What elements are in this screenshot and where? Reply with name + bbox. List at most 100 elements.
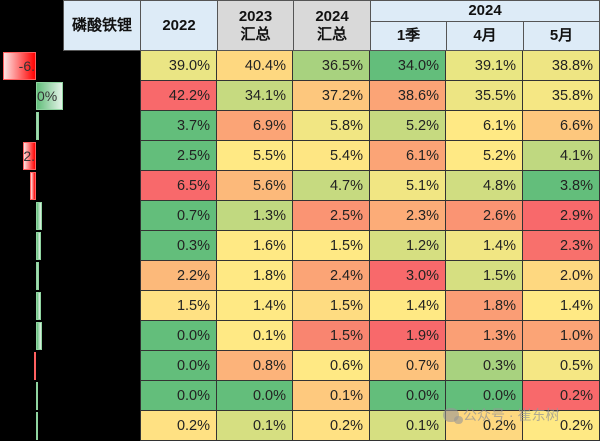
cell-q1[interactable]: 5.1% <box>370 171 446 201</box>
cell-may[interactable]: 35.8% <box>523 81 600 111</box>
header-q1[interactable]: 1季 <box>370 21 447 51</box>
header-2023-total[interactable]: 2023 汇总 <box>217 0 294 51</box>
cell-q1[interactable]: 34.0% <box>370 51 446 81</box>
cell-2023-total[interactable]: 1.6% <box>217 231 293 261</box>
cell-2022[interactable]: 2.5% <box>140 141 217 171</box>
cell-2023-total[interactable]: 40.4% <box>217 51 293 81</box>
cell-april[interactable]: 5.2% <box>446 141 523 171</box>
cell-q1[interactable]: 5.2% <box>370 111 446 141</box>
cell-q1[interactable]: 0.1% <box>370 411 446 441</box>
cell-april[interactable]: 39.1% <box>446 51 523 81</box>
cell-2022[interactable]: 42.2% <box>140 81 217 111</box>
wechat-icon <box>443 408 463 424</box>
cell-2023-total[interactable]: 0.8% <box>217 351 293 381</box>
cell-2022[interactable]: 1.5% <box>140 291 217 321</box>
data-bar <box>36 232 41 260</box>
cell-may[interactable]: 38.8% <box>523 51 600 81</box>
cell-q1[interactable]: 6.1% <box>370 141 446 171</box>
cell-may[interactable]: 1.4% <box>523 291 600 321</box>
cell-2022[interactable]: 0.2% <box>140 411 217 441</box>
cell-2024-total[interactable]: 5.4% <box>293 141 370 171</box>
cell-2024-total[interactable]: 1.5% <box>293 321 370 351</box>
cell-april[interactable]: 1.8% <box>446 291 523 321</box>
cell-2023-total[interactable]: 5.5% <box>217 141 293 171</box>
cell-2023-total[interactable]: 1.8% <box>217 261 293 291</box>
cell-may[interactable]: 2.9% <box>523 201 600 231</box>
cell-q1[interactable]: 0.7% <box>370 351 446 381</box>
data-bar <box>36 292 41 320</box>
header-april[interactable]: 4月 <box>446 21 524 51</box>
cell-2024-total[interactable]: 2.5% <box>293 201 370 231</box>
cell-april[interactable]: 2.6% <box>446 201 523 231</box>
cell-q1[interactable]: 0.0% <box>370 381 446 411</box>
cell-2023-total[interactable]: 5.6% <box>217 171 293 201</box>
header-2022[interactable]: 2022 <box>140 0 218 51</box>
cell-april[interactable]: 0.3% <box>446 351 523 381</box>
cell-may[interactable]: 2.0% <box>523 261 600 291</box>
cell-may[interactable]: 6.6% <box>523 111 600 141</box>
cell-2022[interactable]: 0.0% <box>140 381 217 411</box>
cell-q1[interactable]: 3.0% <box>370 261 446 291</box>
cell-2022[interactable]: 39.0% <box>140 51 217 81</box>
cell-2022[interactable]: 3.7% <box>140 111 217 141</box>
cell-q1[interactable]: 1.4% <box>370 291 446 321</box>
cell-q1[interactable]: 1.2% <box>370 231 446 261</box>
cell-may[interactable]: 3.8% <box>523 171 600 201</box>
cell-2023-total[interactable]: 6.9% <box>217 111 293 141</box>
cell-2024-total[interactable]: 37.2% <box>293 81 370 111</box>
data-bar <box>36 112 39 140</box>
data-bar <box>36 202 42 230</box>
cell-q1[interactable]: 2.3% <box>370 201 446 231</box>
data-bar: 0% <box>36 82 63 110</box>
data-bar <box>36 322 42 350</box>
cell-april[interactable]: 35.5% <box>446 81 523 111</box>
corner-label: 磷酸铁锂 <box>71 16 132 34</box>
cell-2022[interactable]: 0.0% <box>140 351 217 381</box>
data-bar: 2. <box>23 142 36 170</box>
cell-2024-total[interactable]: 2.4% <box>293 261 370 291</box>
cell-2023-total[interactable]: 0.0% <box>217 381 293 411</box>
data-bar <box>36 262 39 290</box>
cell-april[interactable]: 1.5% <box>446 261 523 291</box>
header-2024-group: 2024 <box>370 0 600 22</box>
header-2024-total[interactable]: 2024 汇总 <box>293 0 371 51</box>
cell-april[interactable]: 0.0% <box>446 381 523 411</box>
cell-april[interactable]: 4.8% <box>446 171 523 201</box>
watermark: 公众号 · 崔东树 <box>443 405 559 425</box>
cell-2024-total[interactable]: 36.5% <box>293 51 370 81</box>
cell-2024-total[interactable]: 0.6% <box>293 351 370 381</box>
cell-2024-total[interactable]: 1.5% <box>293 231 370 261</box>
data-bar: -6. <box>3 52 36 80</box>
cell-2023-total[interactable]: 1.3% <box>217 201 293 231</box>
data-bar <box>36 382 38 410</box>
cell-2022[interactable]: 2.2% <box>140 261 217 291</box>
watermark-text: 公众号 · 崔东树 <box>463 407 560 423</box>
header-may[interactable]: 5月 <box>523 21 600 51</box>
cell-may[interactable]: 2.3% <box>523 231 600 261</box>
cell-2022[interactable]: 0.3% <box>140 231 217 261</box>
cell-2024-total[interactable]: 4.7% <box>293 171 370 201</box>
cell-2023-total[interactable]: 0.1% <box>217 411 293 441</box>
cell-may[interactable]: 4.1% <box>523 141 600 171</box>
cell-2023-total[interactable]: 0.1% <box>217 321 293 351</box>
cell-2022[interactable]: 0.7% <box>140 201 217 231</box>
cell-may[interactable]: 0.2% <box>523 381 600 411</box>
cell-2022[interactable]: 0.0% <box>140 321 217 351</box>
cell-2024-total[interactable]: 0.2% <box>293 411 370 441</box>
cell-april[interactable]: 1.4% <box>446 231 523 261</box>
cell-may[interactable]: 0.5% <box>523 351 600 381</box>
cell-2023-total[interactable]: 34.1% <box>217 81 293 111</box>
cell-2023-total[interactable]: 1.4% <box>217 291 293 321</box>
cell-2022[interactable]: 6.5% <box>140 171 217 201</box>
corner-header: 磷酸铁锂 <box>63 0 141 51</box>
cell-2024-total[interactable]: 1.5% <box>293 291 370 321</box>
cell-april[interactable]: 1.3% <box>446 321 523 351</box>
cell-may[interactable]: 1.0% <box>523 321 600 351</box>
cell-q1[interactable]: 38.6% <box>370 81 446 111</box>
cell-q1[interactable]: 1.9% <box>370 321 446 351</box>
cell-april[interactable]: 6.1% <box>446 111 523 141</box>
data-bar <box>36 412 38 440</box>
cell-2024-total[interactable]: 5.8% <box>293 111 370 141</box>
cell-2024-total[interactable]: 0.1% <box>293 381 370 411</box>
data-bar <box>34 352 36 380</box>
